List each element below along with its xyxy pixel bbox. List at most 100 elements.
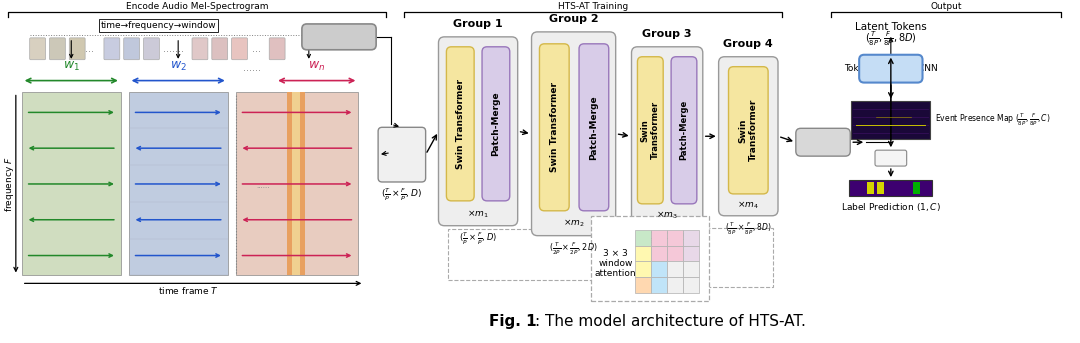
FancyBboxPatch shape [144, 38, 160, 60]
Bar [867, 182, 874, 194]
Bar [591, 216, 708, 301]
Text: ......: ...... [257, 183, 270, 189]
FancyBboxPatch shape [718, 57, 778, 216]
Bar [129, 92, 228, 275]
Text: $(\frac{T}{4P}\times\frac{F}{4P},4D)$: $(\frac{T}{4P}\times\frac{F}{4P},4D)$ [643, 231, 691, 247]
FancyBboxPatch shape [104, 38, 120, 60]
FancyBboxPatch shape [212, 38, 228, 60]
FancyBboxPatch shape [446, 47, 474, 201]
Bar [667, 246, 683, 261]
FancyBboxPatch shape [632, 47, 703, 226]
Text: ...: ... [252, 44, 261, 54]
Text: Patch-Merge: Patch-Merge [590, 95, 598, 159]
Text: $(\frac{T}{2P}\times\frac{F}{2P},2D)$: $(\frac{T}{2P}\times\frac{F}{2P},2D)$ [550, 241, 598, 257]
FancyBboxPatch shape [50, 38, 65, 60]
Text: Swin Transformer: Swin Transformer [550, 82, 558, 172]
Bar [667, 230, 683, 246]
FancyBboxPatch shape [539, 44, 569, 211]
Bar [635, 246, 651, 261]
Text: Patch-Merge: Patch-Merge [679, 100, 688, 161]
Text: avg-pool: avg-pool [874, 154, 907, 163]
Bar [683, 246, 699, 261]
Text: $w_n$: $w_n$ [308, 60, 325, 73]
Bar [651, 230, 667, 246]
Text: Latent Tokens: Latent Tokens [855, 22, 927, 32]
Text: Label Prediction $(1,C)$: Label Prediction $(1,C)$ [841, 201, 941, 213]
Text: .......: ....... [163, 44, 184, 54]
Bar [287, 92, 305, 275]
Text: Patch
Tokens: Patch Tokens [386, 144, 418, 165]
Text: frequency $F$: frequency $F$ [3, 156, 16, 212]
Text: Group 1: Group 1 [454, 19, 503, 29]
Text: Token Semantic CNN: Token Semantic CNN [843, 64, 937, 73]
Bar [851, 102, 931, 139]
FancyBboxPatch shape [231, 38, 247, 60]
Bar [636, 228, 773, 287]
FancyBboxPatch shape [729, 67, 768, 194]
Bar [683, 277, 699, 293]
FancyBboxPatch shape [875, 150, 907, 166]
Bar [651, 261, 667, 277]
FancyBboxPatch shape [860, 55, 922, 83]
Text: $\times m_3$: $\times m_3$ [657, 209, 678, 221]
FancyBboxPatch shape [531, 32, 616, 236]
Text: Swin
Transformer: Swin Transformer [739, 99, 758, 162]
Bar [235, 92, 359, 275]
Text: 3 × 3
window
attention: 3 × 3 window attention [595, 249, 636, 279]
Text: HTS-AT Training: HTS-AT Training [557, 2, 629, 11]
Text: $\times m_2$: $\times m_2$ [563, 218, 584, 229]
Text: Group 3: Group 3 [643, 29, 692, 39]
FancyBboxPatch shape [29, 38, 45, 60]
FancyBboxPatch shape [796, 128, 850, 156]
Bar [667, 277, 683, 293]
Text: Patch-Merge: Patch-Merge [491, 92, 500, 156]
FancyBboxPatch shape [579, 44, 609, 211]
Bar [913, 182, 919, 194]
Text: $(\frac{T}{8P},\frac{F}{8P},8D)$: $(\frac{T}{8P},\frac{F}{8P},8D)$ [865, 30, 917, 48]
Text: Encode Audio Mel-Spectrogram: Encode Audio Mel-Spectrogram [125, 2, 268, 11]
FancyBboxPatch shape [637, 57, 663, 204]
FancyBboxPatch shape [192, 38, 207, 60]
Text: time frame $T$: time frame $T$ [158, 285, 218, 296]
Text: $(\frac{T}{P}\times\frac{F}{P},D)$: $(\frac{T}{P}\times\frac{F}{P},D)$ [381, 186, 422, 203]
Text: $(\frac{T}{P}\times\frac{F}{P},D)$: $(\frac{T}{P}\times\frac{F}{P},D)$ [459, 231, 497, 247]
FancyBboxPatch shape [482, 47, 510, 201]
FancyBboxPatch shape [438, 37, 517, 226]
Bar [651, 277, 667, 293]
Text: $w_2$: $w_2$ [170, 60, 187, 73]
Bar [667, 261, 683, 277]
Text: Reshape: Reshape [800, 137, 846, 147]
Bar [635, 261, 651, 277]
Text: Group 2: Group 2 [549, 14, 598, 24]
Text: ......: ...... [243, 63, 261, 73]
Bar [877, 182, 883, 194]
Text: Patch-Embed: Patch-Embed [307, 32, 372, 42]
FancyBboxPatch shape [124, 38, 139, 60]
FancyBboxPatch shape [378, 127, 426, 182]
FancyBboxPatch shape [671, 57, 697, 204]
Text: $(\frac{T}{8P}\times\frac{F}{8P},8D)$: $(\frac{T}{8P}\times\frac{F}{8P},8D)$ [725, 221, 771, 237]
Bar [22, 92, 121, 275]
Text: Swin Transformer: Swin Transformer [456, 79, 464, 169]
Text: Output: Output [931, 2, 962, 11]
Bar [635, 230, 651, 246]
Bar [683, 261, 699, 277]
FancyBboxPatch shape [269, 38, 285, 60]
Text: $\times m_1$: $\times m_1$ [468, 208, 489, 220]
FancyBboxPatch shape [302, 24, 376, 50]
Text: Event Presence Map $(\frac{T}{8P},\frac{F}{8P},C)$: Event Presence Map $(\frac{T}{8P},\frac{… [935, 112, 1051, 128]
FancyBboxPatch shape [69, 38, 85, 60]
Text: time→frequency→window: time→frequency→window [100, 21, 216, 30]
Bar [683, 230, 699, 246]
Text: $w_1$: $w_1$ [63, 60, 80, 73]
Text: : The model architecture of HTS-AT.: : The model architecture of HTS-AT. [535, 314, 806, 329]
Text: Group 4: Group 4 [724, 39, 773, 49]
Bar [849, 180, 932, 196]
Bar [448, 229, 606, 280]
Bar [635, 277, 651, 293]
Bar [651, 246, 667, 261]
Bar [292, 92, 300, 275]
Text: Fig. 1: Fig. 1 [489, 314, 537, 329]
Text: ...: ... [84, 44, 94, 54]
Text: Swin
Transformer: Swin Transformer [640, 101, 660, 159]
